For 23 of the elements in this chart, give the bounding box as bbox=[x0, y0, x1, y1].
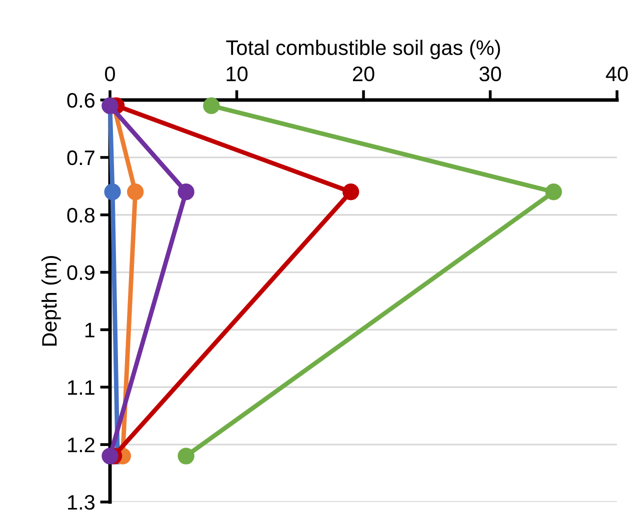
point bbox=[178, 184, 194, 200]
x-tick-label: 0 bbox=[105, 66, 115, 82]
y-tick-label: 0.7 bbox=[67, 150, 94, 166]
x-axis-title: Total combustible soil gas (%) bbox=[226, 40, 500, 60]
y-tick-label: 0.9 bbox=[67, 265, 94, 280]
y-tick-label: 1.3 bbox=[68, 495, 95, 510]
x-tick-label: 40 bbox=[606, 66, 628, 82]
point bbox=[102, 448, 118, 464]
x-tick-label: 30 bbox=[479, 66, 502, 82]
point bbox=[178, 448, 194, 464]
point bbox=[545, 184, 562, 200]
x-tick-label: 10 bbox=[226, 66, 248, 82]
point bbox=[127, 184, 144, 200]
y-axis-title: Depth (m) bbox=[41, 256, 61, 346]
y-tick-label: 0.8 bbox=[67, 208, 95, 223]
y-tick-label: 1 bbox=[85, 322, 94, 338]
y-tick-label: 1.2 bbox=[68, 438, 94, 452]
x-tick-label: 20 bbox=[352, 66, 374, 82]
point bbox=[104, 184, 121, 200]
point bbox=[203, 97, 220, 114]
point bbox=[342, 184, 360, 200]
y-tick-label: 1.1 bbox=[68, 380, 94, 395]
y-tick-label: 0.6 bbox=[67, 93, 95, 108]
